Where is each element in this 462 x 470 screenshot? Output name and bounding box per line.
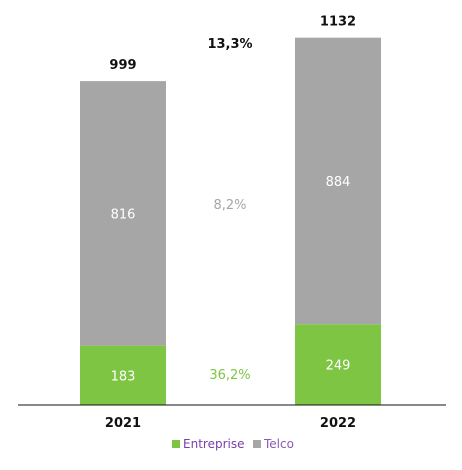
legend-label-entreprise: Entreprise <box>183 437 244 451</box>
legend-swatch-telco <box>253 440 261 448</box>
x-tick-label-2021: 2021 <box>105 416 141 431</box>
growth-label-entreprise: 36,2% <box>209 368 250 383</box>
data-label-entreprise-2022: 249 <box>326 359 351 374</box>
legend: Entreprise Telco <box>172 437 294 451</box>
data-label-entreprise-2021: 183 <box>111 369 136 384</box>
bar-telco-2021 <box>80 81 166 346</box>
growth-label-total: 13,3% <box>207 37 252 52</box>
total-label-2022: 1132 <box>320 15 356 30</box>
bar-entreprise-2021 <box>80 345 166 405</box>
labels-group: 183 816 999 2021 249 884 1132 2022 13,3% 36,2% 8,2… <box>105 15 356 431</box>
growth-label-telco: 8,2% <box>213 198 246 213</box>
data-label-telco-2022: 884 <box>326 175 351 190</box>
x-tick-label-2022: 2022 <box>320 416 356 431</box>
bars-group <box>80 37 381 405</box>
data-label-telco-2021: 816 <box>111 207 136 222</box>
bar-entreprise-2022 <box>295 324 381 405</box>
legend-label-telco: Telco <box>263 437 294 451</box>
total-label-2021: 999 <box>109 58 136 73</box>
bar-telco-2022 <box>295 37 381 325</box>
legend-swatch-entreprise <box>172 440 180 448</box>
